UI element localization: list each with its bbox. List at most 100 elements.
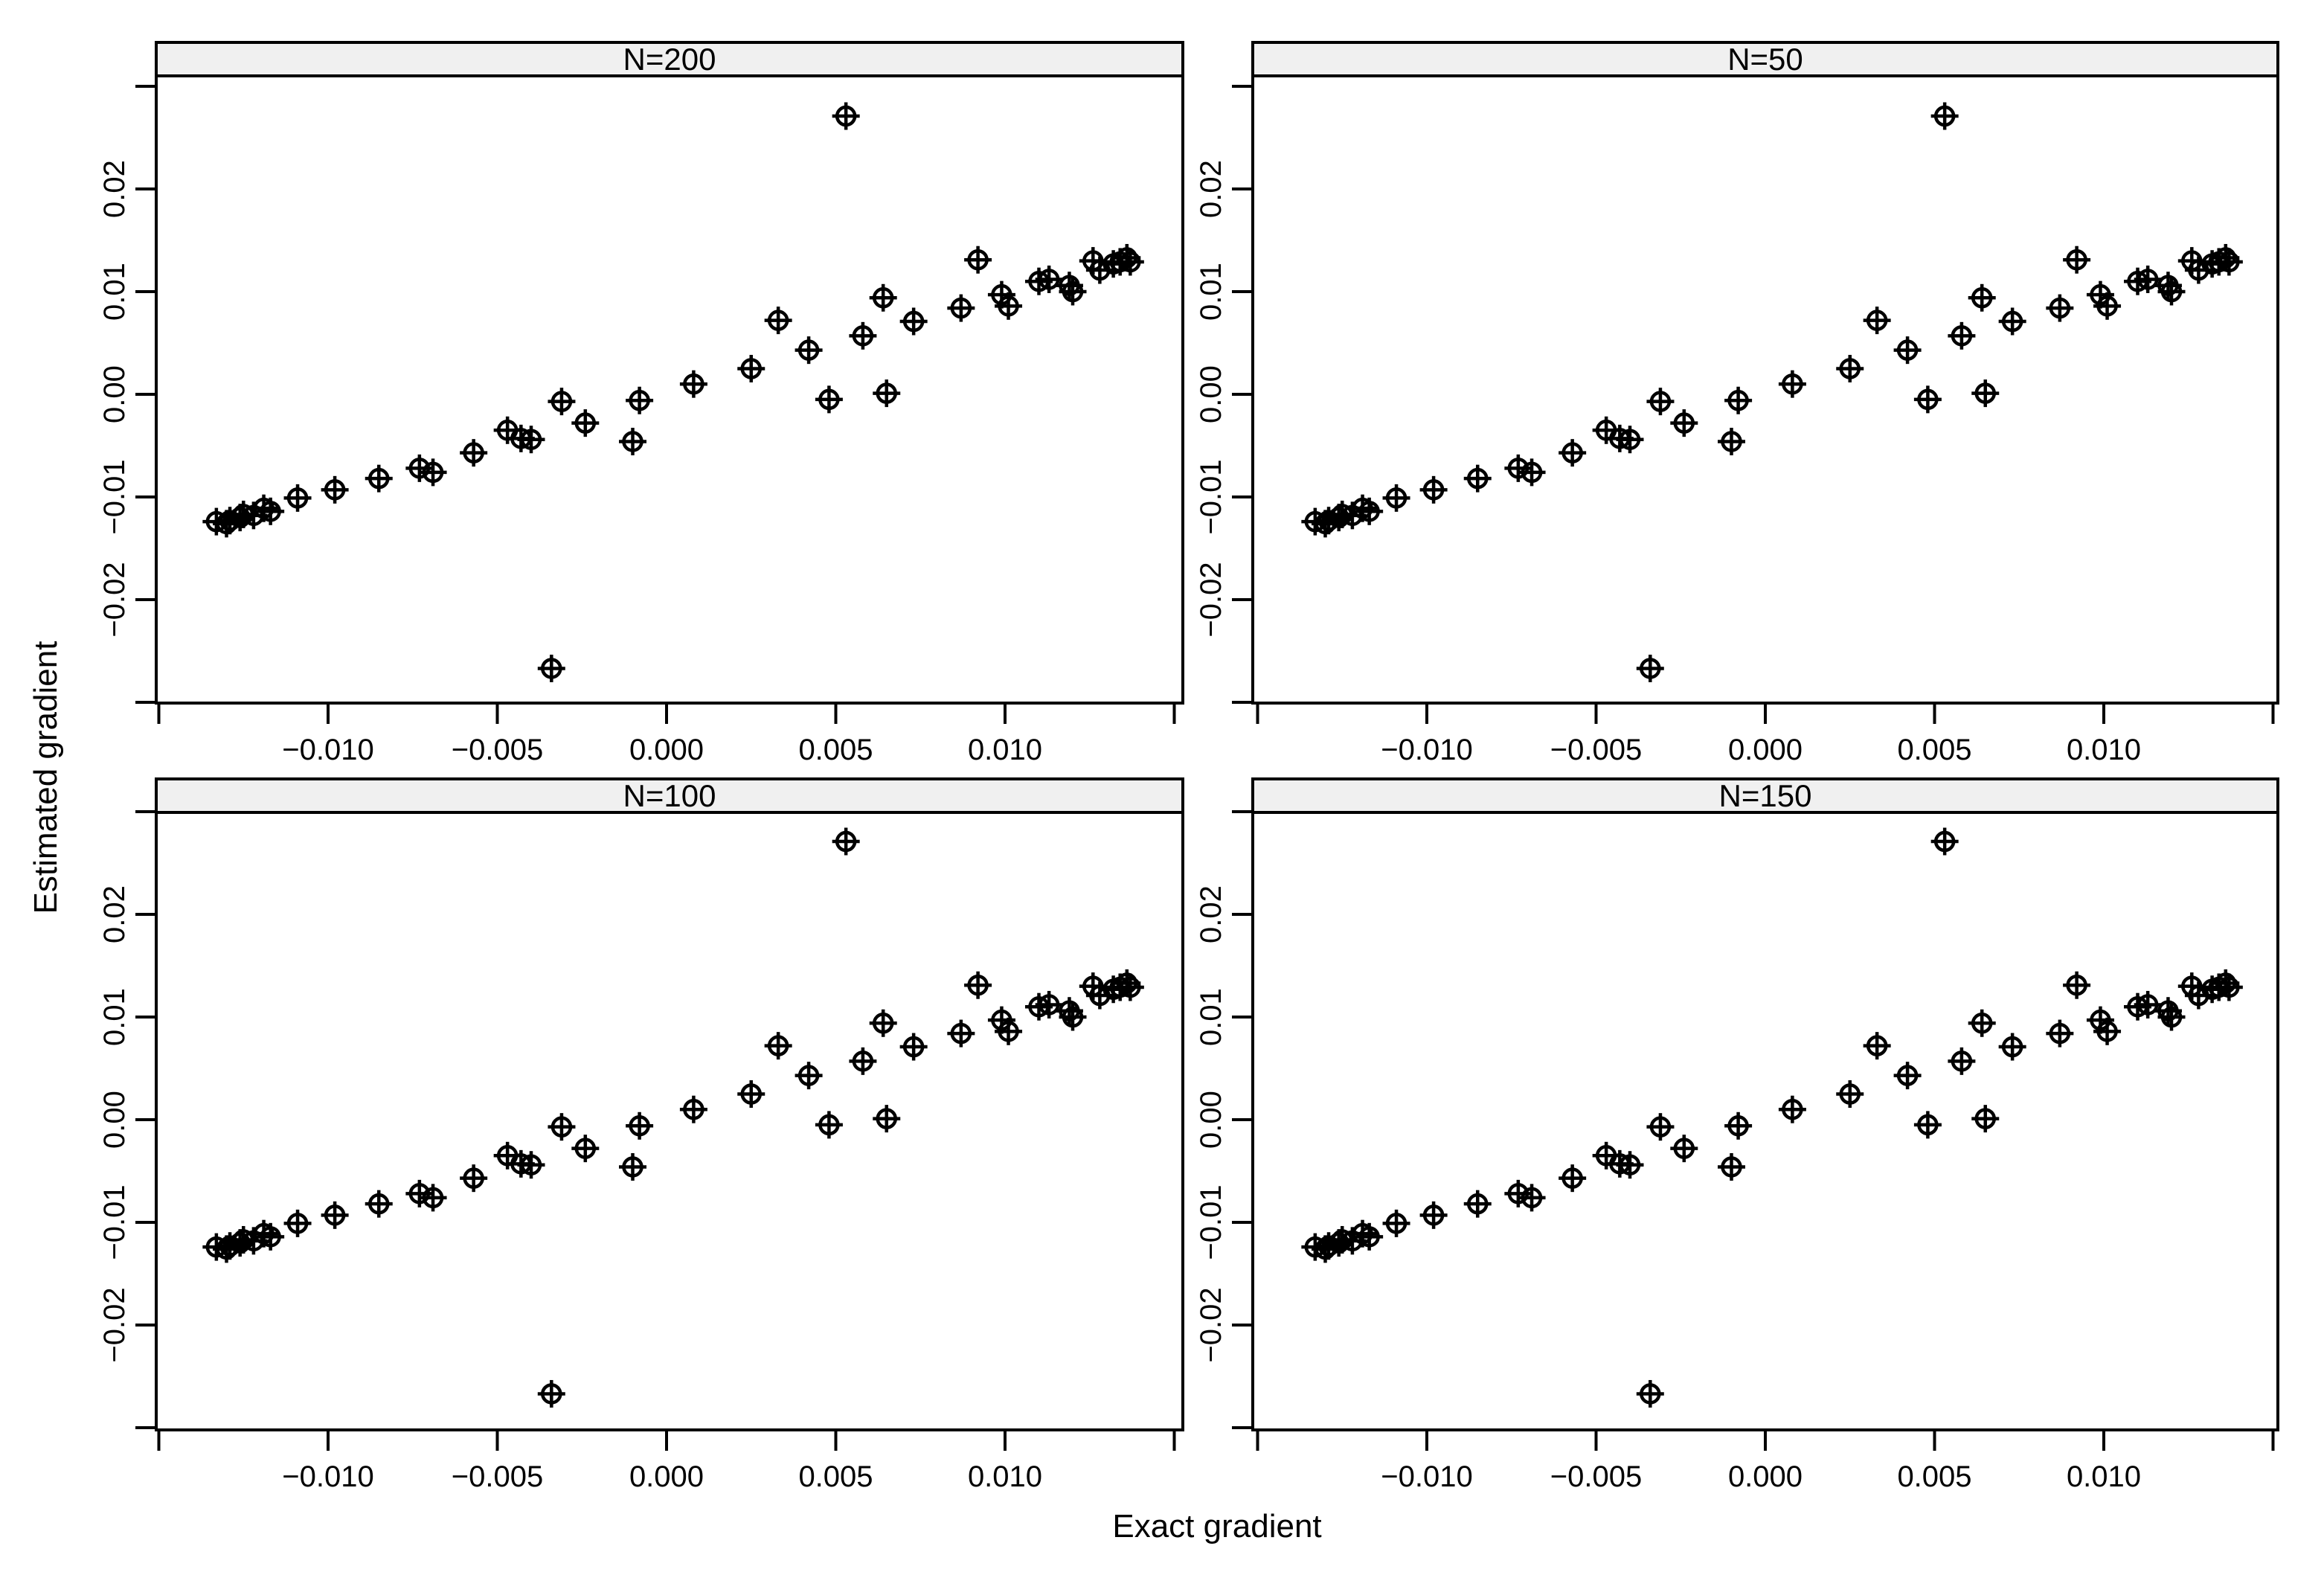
data-point xyxy=(1724,1112,1753,1140)
data-point xyxy=(1116,973,1144,1001)
data-point xyxy=(899,1033,928,1061)
data-point xyxy=(405,454,434,482)
data-point xyxy=(626,1112,654,1140)
data-point xyxy=(1971,379,2000,408)
data-point xyxy=(283,484,312,512)
data-point xyxy=(1059,1003,1087,1031)
data-point xyxy=(2086,1006,2114,1034)
data-point xyxy=(1718,427,1745,455)
data-point xyxy=(460,1164,488,1193)
data-point xyxy=(419,1184,447,1212)
data-point xyxy=(964,971,992,999)
data-point xyxy=(1718,1152,1745,1181)
x-tick-label: −0.010 xyxy=(282,1460,373,1493)
data-point xyxy=(365,464,393,493)
data-point xyxy=(1778,370,1806,398)
data-point xyxy=(849,1047,877,1075)
data-point xyxy=(1893,1062,1922,1090)
y-tick-label: 0.02 xyxy=(98,885,131,943)
x-tick-label: −0.005 xyxy=(452,734,543,766)
data-point xyxy=(987,1006,1015,1034)
data-point xyxy=(1948,1047,1976,1075)
x-tick-label: 0.005 xyxy=(798,734,873,766)
x-tick-label: 0.005 xyxy=(798,1460,873,1493)
panel-border xyxy=(1251,809,2279,1431)
panel-border xyxy=(1251,73,2279,705)
data-point xyxy=(537,1379,565,1408)
data-point xyxy=(1646,1113,1675,1141)
x-tick-label: 0.010 xyxy=(968,1460,1042,1493)
y-tick-label: −0.02 xyxy=(1195,562,1227,637)
x-tick-label: 0.000 xyxy=(629,1460,704,1493)
panel-strip-n200: N=200 xyxy=(155,41,1184,77)
data-point xyxy=(815,1111,843,1139)
data-point xyxy=(1504,1179,1532,1207)
data-point xyxy=(1724,386,1753,414)
data-point xyxy=(2212,969,2240,997)
data-point xyxy=(1355,1222,1384,1251)
data-point xyxy=(1616,426,1644,454)
data-point xyxy=(1863,307,1891,335)
x-tick-label: −0.005 xyxy=(1550,1460,1642,1493)
panel-strip-n50: N=50 xyxy=(1251,41,2279,77)
panel-strip-n150: N=150 xyxy=(1251,777,2279,814)
data-point xyxy=(995,292,1023,320)
y-tick-label: −0.01 xyxy=(1195,459,1227,534)
data-point xyxy=(1913,1111,1942,1139)
data-point xyxy=(257,1222,285,1251)
data-point xyxy=(1116,248,1144,276)
data-point xyxy=(1325,1229,1353,1257)
data-point xyxy=(964,246,992,274)
panel-title: N=200 xyxy=(623,42,716,77)
data-point xyxy=(947,294,975,322)
data-point xyxy=(226,1229,254,1257)
y-tick-label: 0.00 xyxy=(1195,365,1227,423)
data-point xyxy=(1913,385,1942,414)
data-point xyxy=(1670,409,1698,437)
y-tick-label: 0.00 xyxy=(1195,1091,1227,1149)
data-point xyxy=(2212,243,2240,272)
data-point xyxy=(1968,283,1996,312)
data-point xyxy=(1836,355,1864,382)
panel-border xyxy=(155,809,1184,1431)
y-tick-label: 0.00 xyxy=(98,1091,131,1149)
y-tick-label: 0.02 xyxy=(98,160,131,218)
data-point xyxy=(2215,248,2243,276)
data-point xyxy=(1636,654,1664,682)
x-tick-label: 0.000 xyxy=(1728,734,1803,766)
data-point xyxy=(321,1201,349,1229)
y-tick-label: 0.02 xyxy=(1195,160,1227,218)
data-point xyxy=(1419,1201,1448,1229)
data-point xyxy=(2134,265,2162,293)
y-tick-label: 0.01 xyxy=(98,263,131,321)
panel-title: N=50 xyxy=(1727,42,1803,77)
data-point xyxy=(1113,969,1141,997)
data-point xyxy=(1893,336,1922,365)
data-point xyxy=(517,1151,545,1179)
data-point xyxy=(1035,990,1063,1019)
data-point xyxy=(869,1009,897,1037)
data-point xyxy=(795,1062,823,1090)
data-point xyxy=(2046,1019,2074,1048)
data-point xyxy=(1059,278,1087,306)
data-point xyxy=(1778,1095,1806,1123)
data-point xyxy=(1035,265,1063,293)
data-point xyxy=(2093,292,2122,320)
y-tick-label: 0.00 xyxy=(98,365,131,423)
data-point xyxy=(537,654,565,682)
data-point xyxy=(321,475,349,504)
data-point xyxy=(571,409,600,437)
x-tick-label: −0.005 xyxy=(452,1460,543,1493)
y-tick-label: 0.02 xyxy=(1195,885,1227,943)
data-point xyxy=(2157,278,2186,306)
data-point xyxy=(815,385,843,414)
data-point xyxy=(1325,504,1353,532)
data-point xyxy=(1382,1209,1410,1237)
data-point xyxy=(1616,1151,1644,1179)
data-point xyxy=(1559,439,1587,467)
y-tick-label: −0.02 xyxy=(1195,1287,1227,1362)
data-point xyxy=(849,321,877,350)
data-point xyxy=(1863,1032,1891,1060)
data-point xyxy=(1948,321,1976,350)
